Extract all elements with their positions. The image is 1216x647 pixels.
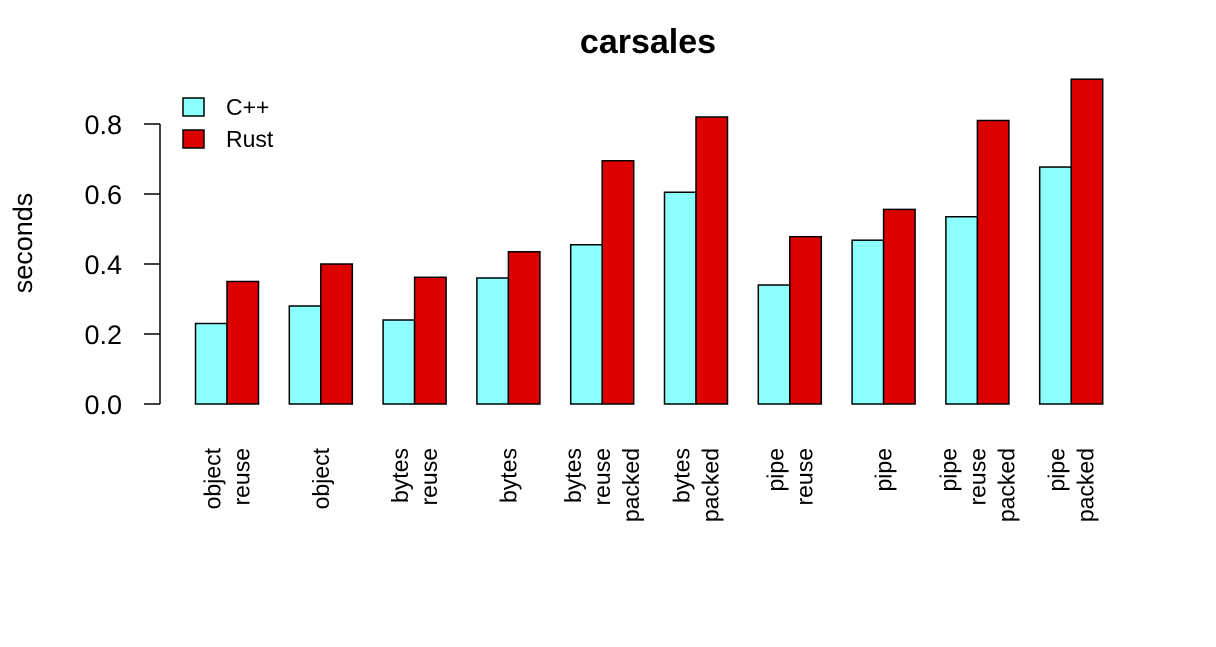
category-label: bytes packed — [669, 448, 724, 522]
category-label: pipe reuse packed — [935, 448, 1019, 522]
category-label: pipe — [871, 448, 897, 491]
y-axis: 0.0 0.2 0.4 0.6 0.8 — [84, 110, 161, 420]
chart-title: carsales — [580, 23, 716, 61]
bars — [194, 78, 1104, 405]
category-label-line: reuse — [589, 448, 615, 506]
bar-rust — [789, 235, 823, 405]
category-label-line: pipe — [935, 448, 961, 491]
category-label-line: bytes — [669, 448, 695, 503]
bar-cpp — [663, 191, 697, 405]
bar-cpp — [288, 305, 322, 405]
bar-rust — [882, 208, 916, 405]
category-label: object — [308, 447, 334, 509]
bar-cpp — [476, 277, 510, 405]
category-labels: object reuse object bytes reuse bytes bytes reu… — [200, 447, 1099, 522]
category-label-line: packed — [1073, 448, 1099, 522]
category-label-line: packed — [698, 448, 724, 522]
category-label-line: packed — [618, 448, 644, 522]
bar-rust — [320, 263, 354, 405]
category-label-line: packed — [993, 448, 1019, 522]
category-label: object reuse — [200, 447, 255, 509]
y-tick-label: 0.0 — [84, 390, 122, 420]
legend-label: Rust — [226, 126, 274, 152]
bar-rust — [976, 119, 1010, 405]
bar-rust — [695, 116, 729, 405]
bar-cpp — [194, 322, 228, 405]
category-label-line: bytes — [495, 448, 521, 503]
y-axis-label: seconds — [8, 193, 38, 294]
category-label: pipe reuse — [762, 448, 817, 506]
bar-cpp — [757, 284, 791, 405]
category-label: pipe packed — [1044, 448, 1099, 522]
bar-cpp — [851, 239, 885, 405]
category-label-line: pipe — [1044, 448, 1070, 491]
category-label: bytes — [495, 448, 521, 503]
legend-label: C++ — [226, 94, 269, 120]
category-label-line: reuse — [229, 448, 255, 506]
bar-cpp — [382, 319, 416, 405]
bar-rust — [1070, 78, 1104, 405]
legend-swatch — [182, 129, 205, 149]
category-label-line: object — [200, 447, 226, 509]
legend: C++ Rust — [182, 94, 274, 152]
bar-rust — [226, 280, 260, 405]
bar-rust — [601, 160, 635, 405]
bar-cpp — [1038, 166, 1072, 405]
y-tick-label: 0.8 — [84, 110, 122, 140]
category-label-line: bytes — [387, 448, 413, 503]
bar-rust — [507, 251, 541, 405]
bar-cpp — [569, 244, 603, 405]
category-label-line: reuse — [416, 448, 442, 506]
legend-swatch — [182, 97, 205, 117]
bar-cpp — [945, 216, 979, 405]
y-tick-label: 0.4 — [84, 250, 122, 280]
category-label-line: pipe — [871, 448, 897, 491]
category-label-line: reuse — [791, 448, 817, 506]
category-label-line: pipe — [762, 448, 788, 491]
category-label-line: reuse — [964, 448, 990, 506]
bar-rust — [413, 276, 447, 405]
y-tick-label: 0.2 — [84, 320, 122, 350]
category-label-line: object — [308, 447, 334, 509]
category-label: bytes reuse — [387, 448, 442, 506]
category-label: bytes reuse packed — [560, 448, 644, 522]
y-tick-label: 0.6 — [84, 180, 122, 210]
category-label-line: bytes — [560, 448, 586, 503]
